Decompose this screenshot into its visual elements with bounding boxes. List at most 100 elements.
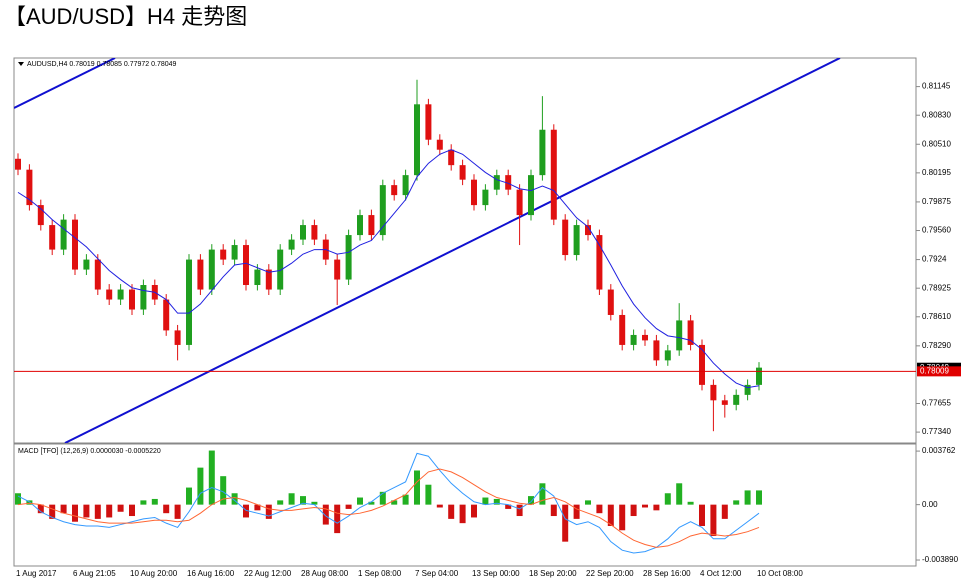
candle-body <box>288 239 295 250</box>
candle-body <box>49 225 56 250</box>
macd-bar <box>254 504 261 511</box>
candle-body <box>528 175 534 216</box>
candle-body <box>744 384 751 395</box>
candles <box>15 79 762 432</box>
candle-body <box>721 400 728 405</box>
x-tick-label: 16 Aug 16:00 <box>187 569 235 578</box>
y-tick-label: 0.80830 <box>922 110 951 119</box>
macd-bar <box>379 491 386 505</box>
macd-bar <box>265 504 272 519</box>
macd-bar <box>402 494 409 505</box>
macd-bar <box>619 504 626 531</box>
y-tick-label: 0.00 <box>922 500 938 509</box>
candle-body <box>83 259 90 270</box>
x-tick-label: 13 Sep 00:00 <box>472 569 520 578</box>
candle-body <box>459 165 466 180</box>
candle-body <box>60 219 67 250</box>
candle-body <box>619 314 626 345</box>
x-tick-label: 18 Sep 20:00 <box>529 569 577 578</box>
candle-body <box>345 235 352 280</box>
y-tick-label: 0.79560 <box>922 226 951 235</box>
candle-body <box>402 175 409 196</box>
macd-line <box>17 452 760 554</box>
macd-bar <box>607 504 614 526</box>
macd-bar <box>710 504 717 536</box>
macd-bar <box>15 493 21 505</box>
macd-bar <box>721 504 728 519</box>
macd-bar <box>528 496 534 505</box>
candle-body <box>15 158 21 170</box>
macd-bar <box>676 483 683 505</box>
y-tick-label: 0.77655 <box>922 399 951 408</box>
macd-bar <box>220 476 227 505</box>
macd-bar <box>277 500 284 505</box>
macd-bar <box>391 500 398 505</box>
candle-body <box>72 219 78 270</box>
y-tick-label: 0.78925 <box>922 283 951 292</box>
macd-bar <box>311 501 318 505</box>
candle-body <box>174 330 181 345</box>
macd-header: MACD [TFO] (12,26,9) 0.0000030 -0.000522… <box>18 448 161 455</box>
y-tick-label: 0.77340 <box>922 427 951 436</box>
candle-body <box>26 169 33 206</box>
x-tick-label: 28 Aug 08:00 <box>301 569 349 578</box>
signal-line <box>17 468 760 548</box>
macd-bar <box>699 504 705 526</box>
y-tick-label: 0.81145 <box>922 82 951 91</box>
macd-bar <box>493 498 500 505</box>
candle-body <box>516 189 523 216</box>
candle-body <box>277 249 284 290</box>
candle-body <box>493 175 500 190</box>
macd-bar <box>448 504 455 519</box>
candle-body <box>208 249 215 290</box>
candle-body <box>653 340 660 361</box>
macd-bar <box>72 504 78 522</box>
macd-bar <box>414 470 420 505</box>
macd-bar <box>550 504 557 517</box>
candle-body <box>482 189 489 206</box>
macd-bar <box>687 501 694 505</box>
candle-body <box>368 215 375 236</box>
candle-body <box>607 289 614 315</box>
candle-body <box>756 367 762 385</box>
menu-arrow <box>18 62 24 66</box>
candle-body <box>231 245 238 260</box>
candle-body <box>197 259 204 290</box>
macd-bar <box>94 504 101 519</box>
x-tick-label: 1 Sep 08:00 <box>358 569 402 578</box>
macd-bar <box>231 493 238 505</box>
y-tick-label: 0.80195 <box>922 168 951 177</box>
candle-body <box>436 139 443 150</box>
candle-body <box>379 185 386 236</box>
macd-bar <box>573 504 580 519</box>
candle-body <box>220 249 227 260</box>
macd-bar <box>471 504 477 518</box>
candle-body <box>117 289 124 300</box>
candle-body <box>550 129 557 220</box>
trend-line <box>64 58 841 443</box>
candle-body <box>699 344 705 385</box>
x-tick-label: 28 Sep 16:00 <box>643 569 691 578</box>
macd-bar <box>357 497 363 505</box>
y-tick-label: 0.80510 <box>922 139 951 148</box>
candle-body <box>585 225 591 236</box>
price-line-box <box>917 366 961 377</box>
candle-body <box>186 259 192 345</box>
macd-bar <box>516 504 523 517</box>
macd-bar <box>539 483 546 505</box>
macd-bar <box>243 504 249 518</box>
candle-body <box>265 269 272 290</box>
trend-lines <box>14 58 841 443</box>
y-tick-label: -0.003890 <box>922 555 959 564</box>
candle-body <box>687 320 694 345</box>
macd-bar <box>436 504 443 508</box>
candle-body <box>505 175 512 190</box>
macd-bar <box>630 504 637 517</box>
macd-bar <box>151 498 158 505</box>
candle-body <box>106 289 113 300</box>
x-tick-label: 22 Sep 20:00 <box>586 569 634 578</box>
macd-bar <box>322 504 329 525</box>
macd-bar <box>596 504 603 514</box>
candle-body <box>140 285 147 310</box>
candle-body <box>243 245 249 286</box>
